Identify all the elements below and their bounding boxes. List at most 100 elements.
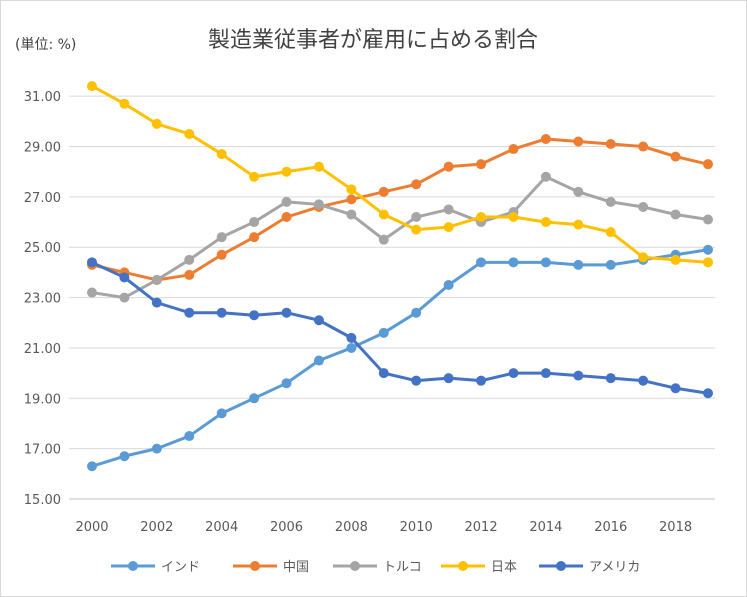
data-point <box>638 141 649 152</box>
legend-marker <box>350 561 360 571</box>
x-tick-label: 2016 <box>594 520 627 535</box>
data-point <box>573 370 584 381</box>
data-point <box>346 342 357 353</box>
data-point <box>605 373 616 384</box>
y-tick-label: 25.00 <box>24 241 61 256</box>
data-point <box>443 161 454 172</box>
data-point <box>378 368 389 379</box>
data-point <box>670 151 681 162</box>
y-tick-label: 21.00 <box>24 342 61 357</box>
data-point <box>703 257 713 268</box>
data-point <box>508 368 519 379</box>
data-point <box>216 149 227 160</box>
legend-item: トルコ <box>333 560 422 575</box>
data-point <box>216 249 227 260</box>
data-point <box>346 184 357 195</box>
data-point <box>151 274 162 285</box>
legend-marker <box>128 561 138 571</box>
data-point <box>151 118 162 129</box>
data-point <box>540 217 551 228</box>
y-tick-label: 19.00 <box>24 392 61 407</box>
data-point <box>476 159 487 170</box>
data-point <box>638 252 649 263</box>
data-point <box>184 431 195 442</box>
data-point <box>151 297 162 308</box>
legend-label: 中国 <box>283 560 309 575</box>
data-point <box>119 98 130 109</box>
data-point <box>378 209 389 220</box>
data-point <box>638 201 649 212</box>
data-point <box>476 375 487 386</box>
data-point <box>508 257 519 268</box>
data-point <box>605 196 616 207</box>
data-point <box>249 393 260 404</box>
data-point <box>703 214 713 225</box>
series-line <box>90 137 710 282</box>
data-point <box>443 280 454 290</box>
data-point <box>216 232 227 243</box>
legend-marker <box>458 561 468 571</box>
data-point <box>184 269 195 280</box>
legend-marker <box>556 561 566 571</box>
data-point <box>476 212 487 223</box>
series-line <box>90 84 710 264</box>
legend-item: 中国 <box>233 560 309 575</box>
y-tick-label: 23.00 <box>24 292 61 307</box>
data-point <box>508 212 519 223</box>
legend-label: トルコ <box>383 560 422 575</box>
series-line <box>90 175 710 300</box>
series-line <box>90 260 710 395</box>
data-point <box>87 81 97 92</box>
data-point <box>378 327 389 338</box>
data-point <box>605 259 616 270</box>
data-point <box>638 375 649 386</box>
x-tick-label: 2010 <box>400 520 433 535</box>
data-point <box>476 257 487 268</box>
y-tick-label: 27.00 <box>24 191 61 206</box>
data-point <box>184 307 195 318</box>
data-point <box>411 375 422 386</box>
y-tick-label: 17.00 <box>24 443 61 458</box>
x-tick-label: 2018 <box>659 520 692 535</box>
data-point <box>281 378 292 389</box>
data-point <box>216 408 227 419</box>
data-point <box>605 227 616 238</box>
legend-label: アメリカ <box>589 560 640 575</box>
data-point <box>119 292 130 303</box>
data-point <box>281 212 292 223</box>
data-point <box>87 461 97 472</box>
legend: インド 中国 トルコ 日本 アメリカ <box>111 560 640 575</box>
x-tick-label: 2004 <box>205 520 238 535</box>
data-point <box>249 171 260 182</box>
data-point <box>411 212 422 223</box>
data-point <box>313 355 324 366</box>
legend-item: アメリカ <box>539 560 640 575</box>
data-point <box>443 204 454 215</box>
data-point <box>281 307 292 318</box>
series-アメリカ <box>87 257 713 399</box>
data-point <box>411 179 422 190</box>
legend-item: インド <box>111 560 200 575</box>
data-point <box>346 194 357 205</box>
data-point <box>249 217 260 228</box>
data-point <box>119 272 130 283</box>
data-point <box>151 443 162 454</box>
data-point <box>540 171 551 182</box>
y-tick-label: 15.00 <box>24 493 61 508</box>
data-point <box>573 136 584 147</box>
data-point <box>87 287 97 298</box>
data-point <box>703 388 713 399</box>
y-axis: 15.00 17.00 19.00 21.00 23.00 25.00 27.00 29.00… <box>24 90 61 508</box>
legend-marker <box>250 561 260 571</box>
data-point <box>508 144 519 155</box>
legend-label: インド <box>161 560 200 575</box>
data-point <box>281 166 292 177</box>
data-point <box>313 315 324 326</box>
data-point <box>670 383 681 394</box>
data-point <box>670 254 681 265</box>
data-point <box>119 451 130 462</box>
data-point <box>573 186 584 197</box>
legend-item: 日本 <box>441 560 517 575</box>
data-point <box>281 196 292 207</box>
